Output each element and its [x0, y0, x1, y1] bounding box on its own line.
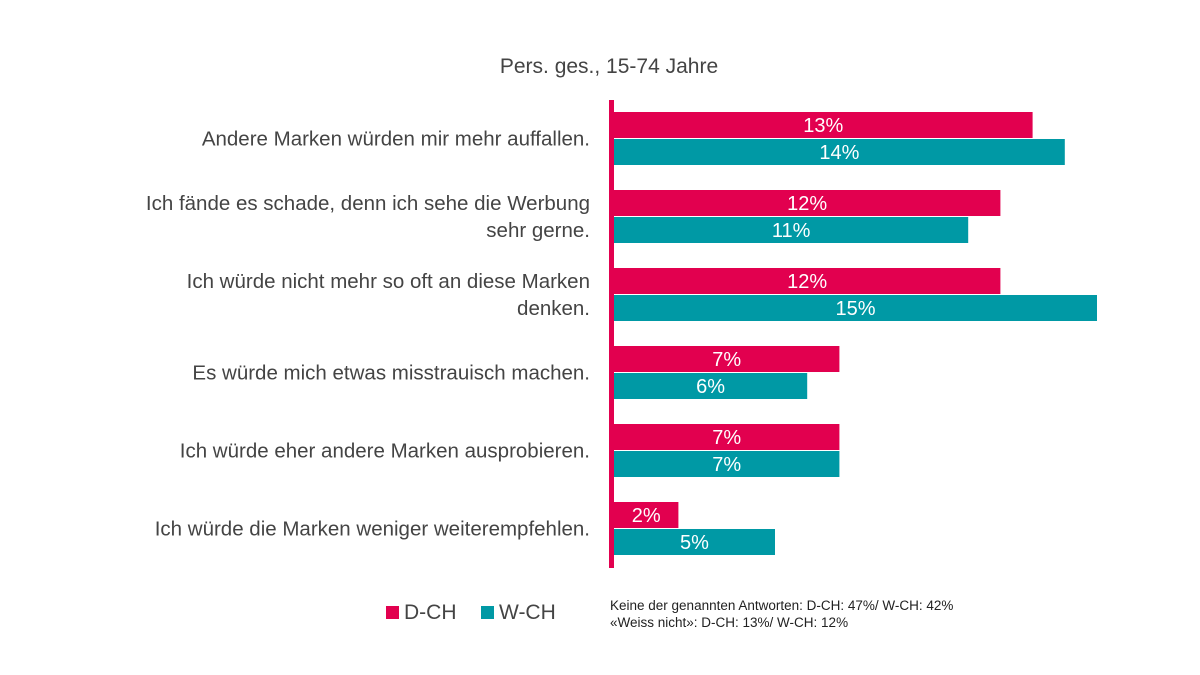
bar-w-ch — [614, 529, 775, 555]
bar-w-ch — [614, 217, 969, 243]
category-label: Ich würde eher andere Marken ausprobiere… — [180, 440, 590, 463]
bar-d-ch — [614, 346, 840, 372]
category-label: Ich würde die Marken weniger weiterempfe… — [155, 518, 590, 541]
bar-value-label: 11% — [772, 220, 811, 242]
bar-value-label: 13% — [803, 115, 843, 137]
bar-w-ch — [614, 373, 808, 399]
bar-w-ch — [614, 139, 1065, 165]
legend-label-d-ch: D-CH — [404, 601, 457, 624]
bar-value-label: 12% — [787, 271, 827, 293]
bar-value-label: 7% — [712, 454, 741, 476]
bar-value-label: 12% — [787, 193, 827, 215]
category-label: Ich würde nicht mehr so oft an diese Mar… — [187, 270, 590, 293]
bar-value-label: 7% — [712, 427, 741, 449]
bar-value-label: 5% — [680, 532, 709, 554]
bars: 13% 14% 12% 11% 12% 15% 7% 6% 7% 7% 2% 5% — [614, 112, 1097, 555]
bar-d-ch — [614, 424, 840, 450]
bar-w-ch — [614, 295, 1097, 321]
legend-label-w-ch: W-CH — [499, 601, 556, 624]
legend: D-CH W-CH — [386, 601, 556, 624]
bar-w-ch — [614, 451, 840, 477]
category-labels: Andere Marken würden mir mehr auffallen.… — [146, 128, 590, 541]
bar-value-label: 6% — [696, 376, 725, 398]
category-label: Andere Marken würden mir mehr auffallen. — [202, 128, 590, 151]
bar-value-label: 14% — [819, 142, 859, 164]
bar-d-ch — [614, 268, 1001, 294]
footnote: Keine der genannten Antworten: D-CH: 47%… — [610, 598, 953, 613]
bar-d-ch — [614, 190, 1001, 216]
legend-swatch-w-ch — [481, 606, 494, 619]
bar-d-ch — [614, 502, 679, 528]
category-label: Es würde mich etwas misstrauisch machen. — [192, 362, 590, 385]
bar-d-ch — [614, 112, 1033, 138]
category-label: denken. — [517, 297, 590, 320]
footnote: «Weiss nicht»: D-CH: 13%/ W-CH: 12% — [610, 615, 848, 630]
category-label: sehr gerne. — [486, 219, 590, 242]
category-label: Ich fände es schade, denn ich sehe die W… — [146, 192, 590, 215]
chart-subtitle: Pers. ges., 15-74 Jahre — [500, 55, 718, 78]
bar-value-label: 15% — [835, 298, 875, 320]
legend-swatch-d-ch — [386, 606, 399, 619]
bar-value-label: 7% — [712, 349, 741, 371]
footnotes: Keine der genannten Antworten: D-CH: 47%… — [610, 598, 953, 630]
bar-value-label: 2% — [632, 505, 661, 527]
